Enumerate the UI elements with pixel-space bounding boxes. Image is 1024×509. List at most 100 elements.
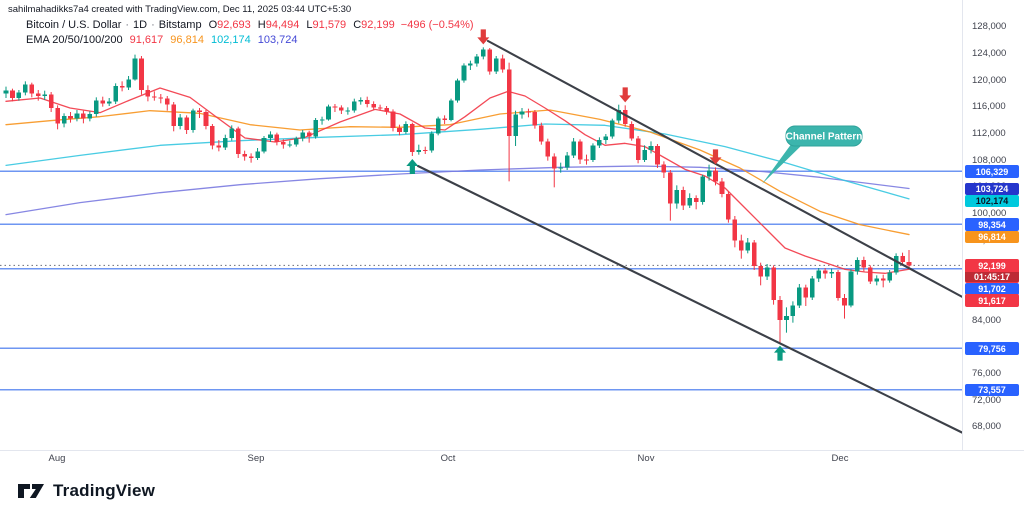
marker-arrow-down[interactable] (709, 149, 722, 165)
y-axis-tick-label: 124,000 (972, 47, 1007, 59)
candle (139, 58, 144, 90)
candle (255, 151, 260, 158)
candle (397, 128, 402, 132)
candle (590, 145, 596, 160)
candle (835, 272, 841, 298)
candle (842, 298, 847, 306)
candle (487, 49, 493, 72)
candle (164, 98, 170, 105)
ohlc-value: 92,693 (217, 19, 251, 31)
candle (287, 144, 293, 146)
candle (332, 106, 338, 108)
exchange-label: Bitstamp (158, 19, 202, 31)
ema-value: 103,724 (257, 34, 298, 46)
candle (339, 107, 344, 111)
candle (493, 58, 499, 72)
candle (513, 114, 518, 136)
candle (693, 198, 699, 202)
marker-arrow-up[interactable] (774, 345, 786, 361)
candle (268, 134, 273, 138)
x-axis-month-label: Dec (831, 453, 849, 464)
price-badge: 91,702 (965, 282, 1019, 296)
candle (519, 111, 525, 115)
ohlc-letter: H (257, 19, 266, 31)
symbol-legend-row[interactable]: Bitcoin / U.S. Dollar · 1D · Bitstamp O92,693… (26, 19, 474, 31)
symbol-name: Bitcoin / U.S. Dollar (26, 19, 122, 31)
price-badge: 92,199 01:45:17 (965, 259, 1019, 283)
chart-canvas[interactable]: Channel Pattern (0, 0, 1024, 450)
candle (545, 141, 551, 157)
candle (719, 181, 725, 194)
candle (655, 146, 660, 165)
candle (16, 92, 22, 98)
candle (319, 119, 325, 121)
candle (55, 108, 60, 124)
candle (680, 190, 686, 206)
candle (861, 260, 867, 268)
candle (661, 164, 667, 173)
price-badge: 73,557 (965, 383, 1019, 397)
interval-label: 1D (133, 19, 148, 31)
candle (764, 267, 770, 277)
ema-legend-row[interactable]: EMA 20/50/100/200 91,617 96,814 102,174 103,… (26, 34, 297, 46)
candle (42, 94, 47, 96)
candle (223, 138, 228, 148)
candle (500, 58, 505, 70)
price-badge: 91,617 (965, 294, 1019, 307)
ohlc-letter: L (306, 19, 313, 31)
candle (171, 104, 176, 126)
x-axis-month-label: Oct (440, 453, 456, 464)
candle (622, 110, 628, 124)
candle (229, 128, 235, 138)
ohlc-values: O92,693 H94,494 L91,579 C92,199 (202, 19, 395, 31)
price-badge: 103,724 (965, 182, 1019, 195)
candle (706, 170, 712, 177)
candle (119, 86, 125, 88)
candle (784, 316, 789, 320)
x-axis-month-label: Aug (48, 453, 66, 464)
channel-lower-trendline[interactable] (416, 164, 965, 435)
ema-values: 91,617 96,814 102,174 103,724 (123, 34, 298, 46)
candle (474, 56, 480, 64)
candle (281, 142, 286, 145)
tradingview-logo-text: TradingView (53, 481, 156, 500)
candle (816, 270, 821, 279)
candle (364, 100, 370, 104)
separator: · (151, 19, 155, 31)
marker-arrow-down[interactable] (477, 29, 490, 45)
callout-bubble[interactable] (785, 125, 863, 147)
candle (906, 262, 912, 266)
time-axis-border (0, 450, 1024, 451)
candle (558, 167, 563, 169)
time-scale[interactable]: Aug Sep Oct Nov Dec (0, 450, 962, 470)
candle (642, 150, 647, 160)
marker-arrow-up[interactable] (406, 159, 419, 174)
marker-arrow-down[interactable] (619, 87, 632, 103)
ohlc-value: 91,579 (312, 19, 347, 31)
candle (803, 287, 809, 298)
candle (809, 278, 815, 298)
price-badge: 98,354 (965, 218, 1019, 231)
ema20-line (5, 87, 910, 274)
channel-upper-trendline[interactable] (486, 39, 970, 302)
price-scale[interactable]: 128,000 124,000 120,000 116,000 112,000 108,0… (962, 0, 1024, 450)
candle (822, 270, 828, 274)
price-badge: 96,814 (965, 230, 1019, 244)
ohlc-value: 94,494 (265, 19, 300, 31)
candle (371, 104, 376, 108)
candle (184, 117, 189, 130)
candle (274, 134, 280, 142)
candle (610, 120, 615, 137)
ema-value: 96,814 (170, 34, 204, 46)
candle (158, 97, 164, 99)
tradingview-logo[interactable]: TradingView (16, 479, 155, 503)
y-axis-tick-label: 72,000 (972, 394, 1002, 406)
candle (326, 106, 331, 120)
y-axis-tick-label: 76,000 (972, 367, 1002, 379)
candle (403, 124, 409, 132)
candle (442, 118, 447, 120)
candle (210, 126, 215, 146)
candle (577, 141, 583, 160)
candle (700, 176, 705, 202)
